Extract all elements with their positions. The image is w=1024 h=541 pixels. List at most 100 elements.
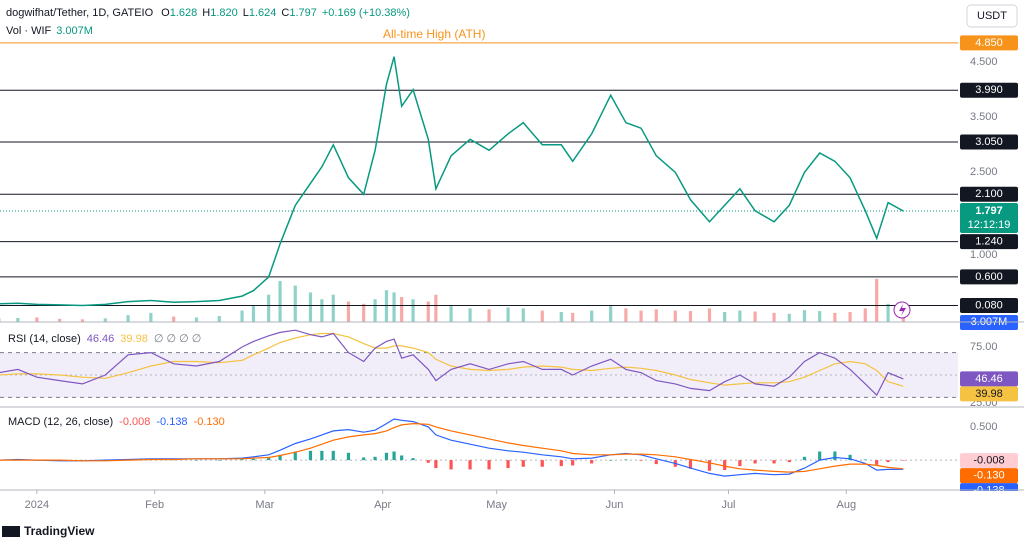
macd-value-badge-bg: [960, 468, 1018, 484]
macd-histogram-bar: [400, 455, 404, 461]
volume-bar: [707, 308, 712, 322]
volume-bar: [240, 310, 244, 322]
macd-histogram-bar: [559, 460, 563, 467]
currency-button[interactable]: [966, 4, 1018, 28]
volume-bar: [787, 313, 791, 322]
y-tick-label: 1.000: [970, 249, 998, 261]
volume-bar: [886, 303, 890, 322]
volume-bar: [506, 307, 510, 322]
y-tick-label: 0.500: [970, 421, 998, 433]
macd-legend: MACD (12, 26, close) -0.008 -0.138 -0.130: [8, 416, 225, 428]
level-label-bg: [960, 134, 1018, 150]
macd-histogram-bar: [639, 460, 643, 461]
volume-bar: [654, 309, 658, 322]
macd-histogram-bar: [540, 460, 544, 467]
volume-bar: [411, 299, 415, 322]
rsi-title: RSI (14, close): [8, 333, 81, 345]
macd-histogram-bar: [449, 460, 453, 470]
volume-bar: [723, 312, 727, 322]
currency-label[interactable]: USDT: [977, 10, 1007, 22]
macd-histogram-bar: [590, 460, 594, 464]
rsi-legend-extra: ∅ ∅ ∅ ∅: [154, 333, 202, 345]
macd-histogram-bar: [787, 460, 791, 463]
macd-histogram-bar: [571, 460, 575, 466]
volume-bar: [126, 315, 130, 322]
x-tick-label: Jul: [721, 499, 735, 511]
x-tick-label: Jun: [606, 499, 624, 511]
level-label-bg: [960, 82, 1018, 98]
macd-histogram-bar: [753, 460, 757, 464]
macd-histogram-bar: [194, 460, 199, 461]
y-tick-label: 75.00: [970, 341, 998, 353]
volume-bar: [688, 311, 693, 322]
macd-histogram-bar: [688, 460, 693, 469]
last-price-label: 1.797: [975, 205, 1003, 217]
macd-histogram-bar: [818, 451, 822, 461]
volume-bar: [848, 312, 852, 322]
ohlc-value: 1.624: [249, 7, 277, 19]
volume-bar: [331, 294, 335, 322]
volume-bar: [217, 316, 221, 322]
volume-bar: [434, 294, 438, 322]
symbol-legend: dogwifhat/Tether, 1D, GATEIO O1.628 H1.820…: [6, 7, 410, 19]
volume-bar: [308, 292, 313, 322]
volume-bar: [149, 312, 153, 322]
macd-legend-value: -0.008: [119, 416, 150, 428]
macd-histogram-bar: [886, 460, 890, 463]
macd-histogram-bar: [506, 460, 510, 469]
level-label: 0.600: [975, 271, 1003, 283]
macd-value-badge: -0.008: [973, 455, 1004, 467]
volume-bar: [559, 312, 563, 322]
volume-bar: [624, 308, 628, 322]
ohlc-key: C: [281, 7, 289, 19]
ath-annotation: All-time High (ATH): [383, 27, 485, 41]
volume-bar: [251, 306, 256, 322]
y-tick-label: 2.500: [970, 166, 998, 178]
macd-histogram-bar: [411, 458, 415, 461]
volume-legend: Vol · WIF 3.007M: [6, 25, 93, 37]
volume-bar: [346, 301, 351, 322]
x-tick-label: Mar: [255, 499, 274, 511]
macd-histogram-bar: [267, 457, 271, 461]
macd-histogram-bar: [609, 460, 613, 461]
change-value: +0.169 (+10.38%): [322, 7, 410, 19]
level-label: 3.990: [975, 84, 1003, 96]
macd-histogram-bar: [217, 460, 221, 461]
macd-histogram-bar: [654, 460, 658, 465]
volume-bar: [58, 318, 62, 322]
rsi-value-badge-bg: [960, 386, 1018, 402]
volume-bar: [362, 303, 366, 322]
macd-histogram-bar: [901, 460, 905, 461]
macd-histogram-bar: [707, 460, 712, 471]
volume-bar: [468, 308, 472, 322]
macd-histogram-bar: [468, 460, 472, 470]
macd-histogram-bar: [384, 452, 389, 461]
volume-bar: [875, 278, 879, 322]
event-icon-glyph: [899, 304, 906, 316]
volume-bar: [426, 301, 430, 322]
x-tick-label: 2024: [25, 499, 49, 511]
macd-histogram-bar: [738, 460, 742, 467]
y-tick-label: 3.500: [970, 111, 998, 123]
macd-value-badge-bg: [960, 453, 1018, 469]
time-axis-bg: [0, 491, 1024, 516]
rsi-legend-value: 39.98: [120, 333, 148, 345]
volume-bar: [80, 319, 85, 322]
rsi-line: [0, 329, 904, 397]
macd-histogram-bar: [875, 460, 879, 465]
volume-value: 3.007M: [56, 25, 93, 37]
volume-bar: [172, 316, 176, 322]
x-tick-label: Feb: [145, 499, 164, 511]
volume-bar: [449, 306, 453, 322]
volume-bar: [590, 310, 594, 322]
ohlc-value: 1.797: [289, 7, 317, 19]
volume-bar: [802, 310, 807, 322]
macd-histogram-bar: [293, 451, 297, 461]
volume-bar: [278, 281, 282, 322]
y-tick-label: 4.500: [970, 56, 998, 68]
volume-bar: [267, 294, 271, 322]
level-label-bg: [960, 35, 1018, 51]
ohlc-value: 1.628: [170, 7, 198, 19]
x-tick-label: Aug: [836, 499, 856, 511]
volume-title: Vol · WIF: [6, 25, 52, 37]
